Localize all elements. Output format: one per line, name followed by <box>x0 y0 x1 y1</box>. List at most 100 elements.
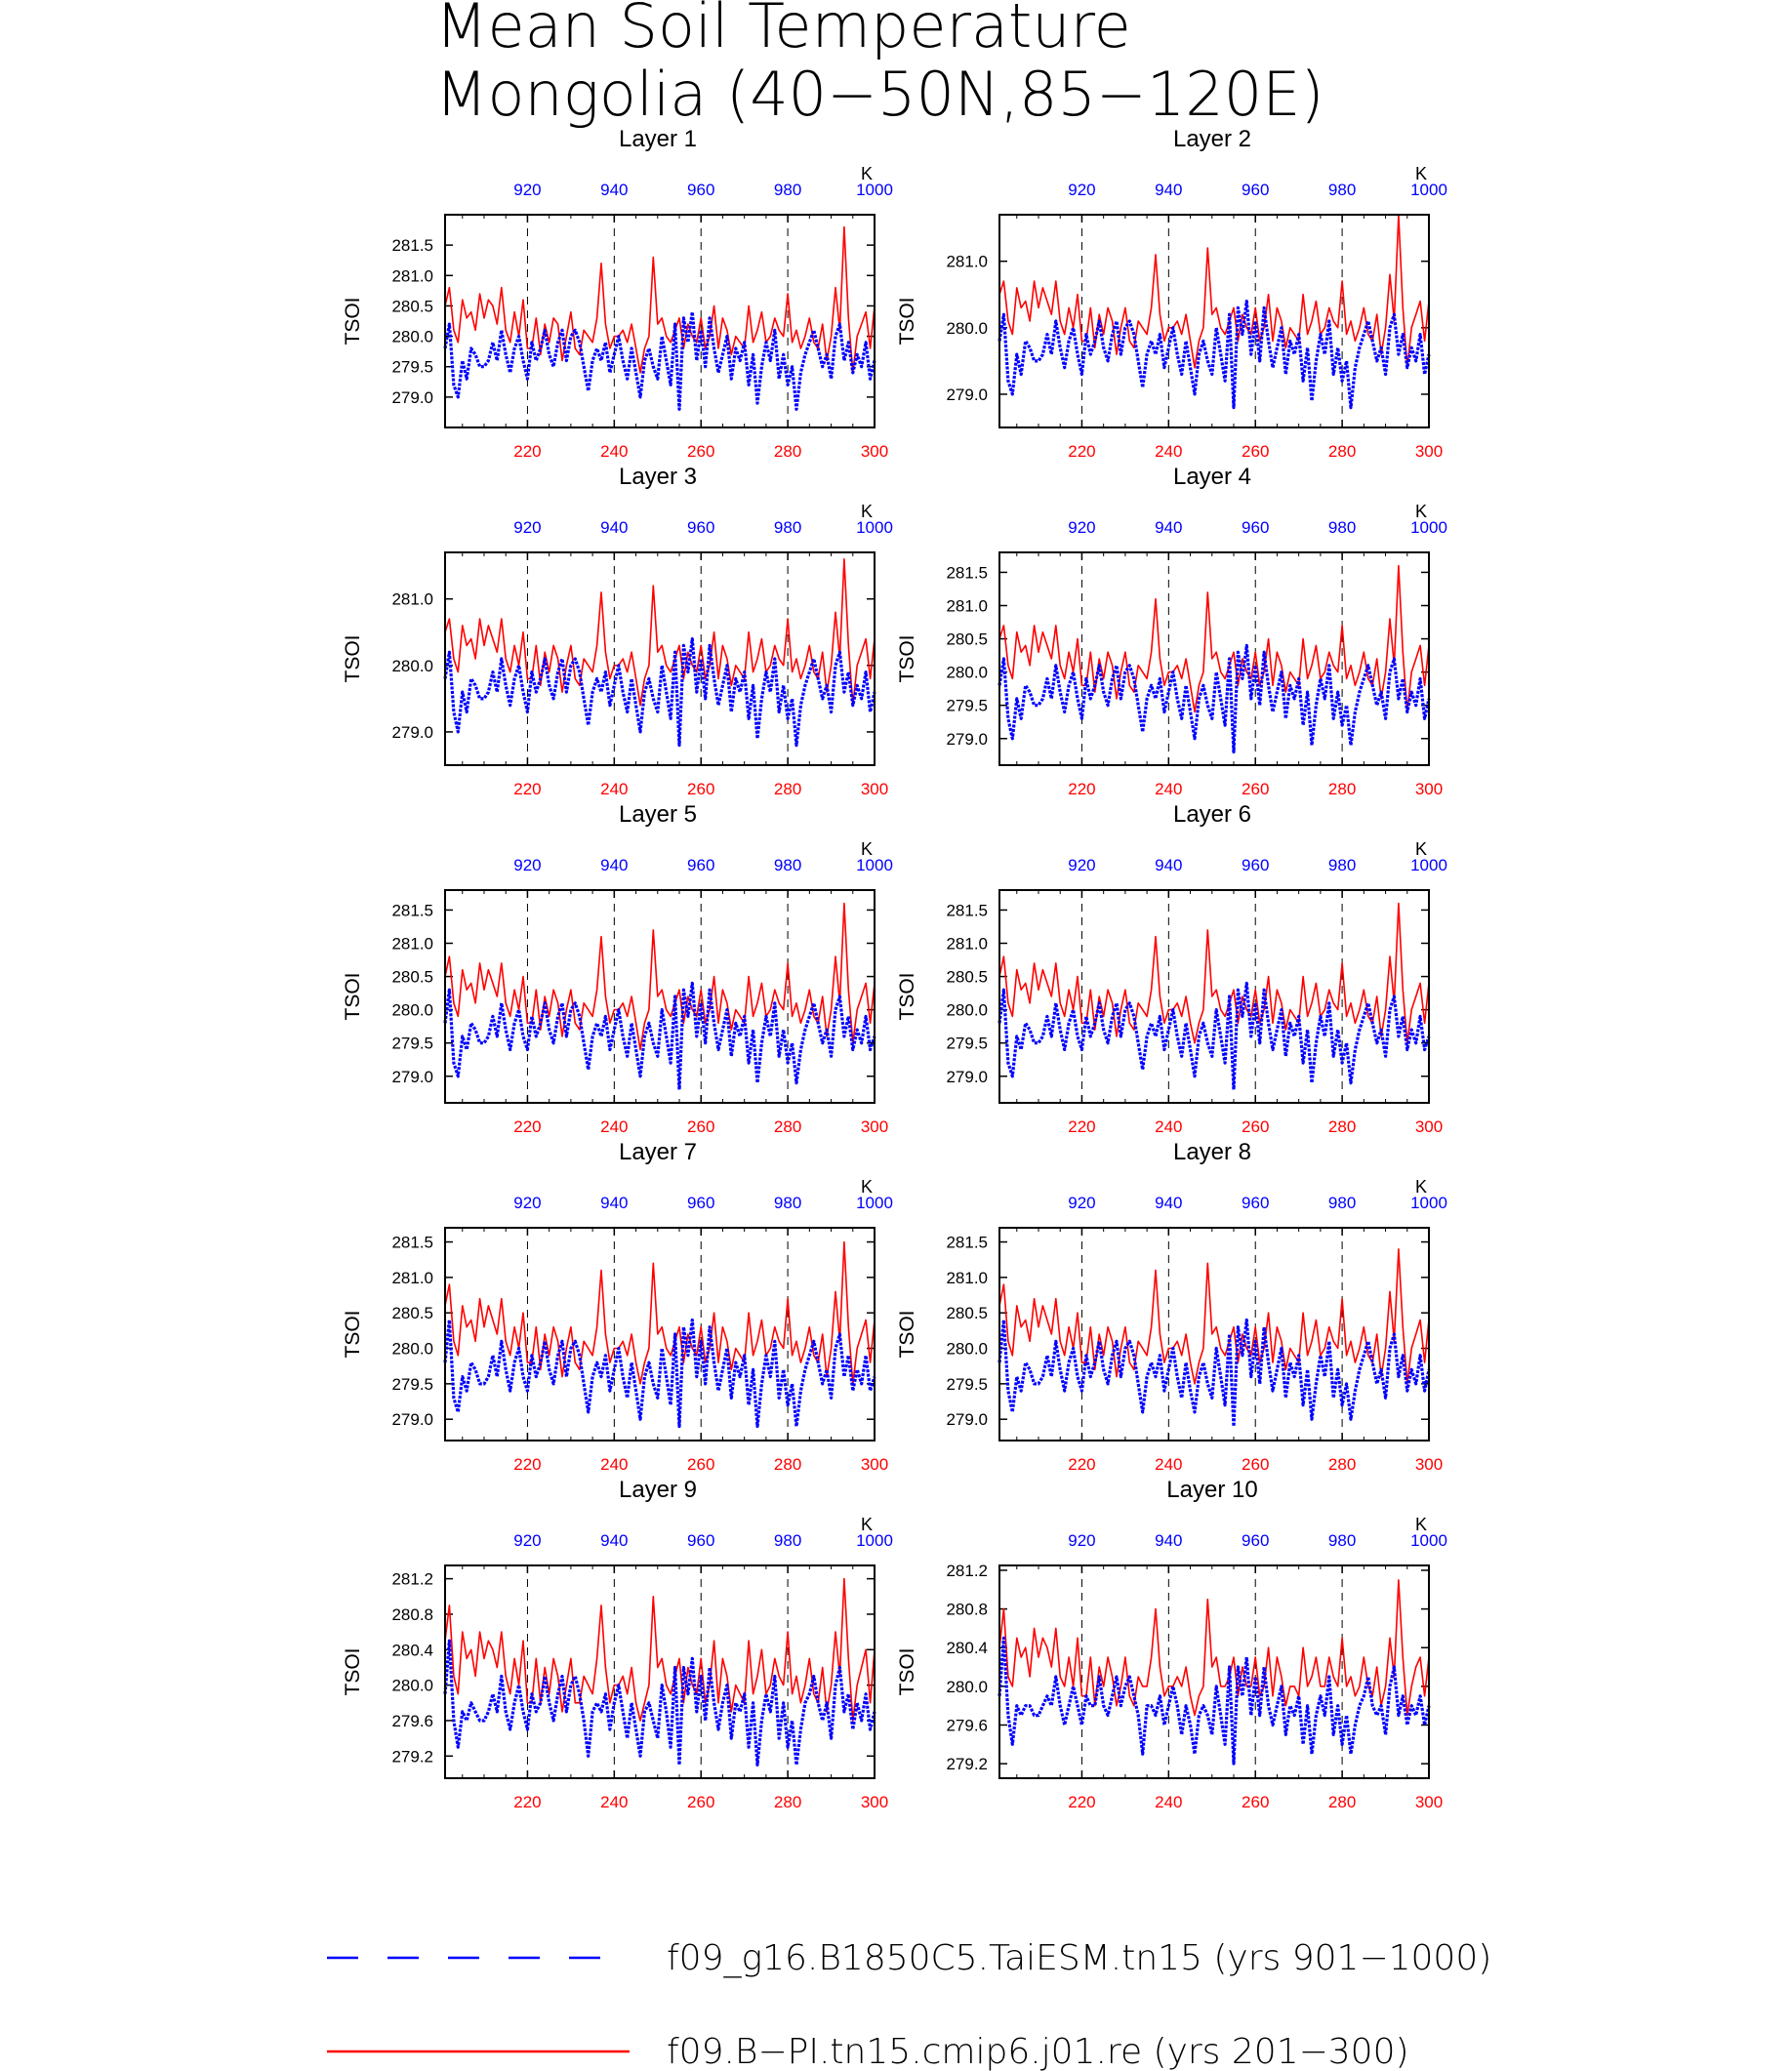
y-tick-label: 279.0 <box>946 1410 988 1429</box>
plot-frame <box>444 1564 876 1779</box>
top-tick-label: 1000 <box>856 1531 893 1550</box>
bottom-tick-label: 260 <box>687 1455 714 1474</box>
y-tick-label: 279.5 <box>946 1375 988 1394</box>
y-tick-label: 279.5 <box>391 358 433 377</box>
y-axis-label: TSOI <box>896 1647 918 1695</box>
y-tick-label: 279.2 <box>946 1755 988 1773</box>
top-tick-label: 960 <box>687 1531 714 1550</box>
series-line-red <box>998 214 1430 369</box>
bottom-tick-label: 300 <box>1415 1455 1443 1474</box>
panel-layer-10: Layer 10 220 240 260 280 300 920 940 960 980 1000K… <box>896 1477 1447 1811</box>
bottom-tick-label: 220 <box>1068 442 1095 461</box>
bottom-tick-label: 300 <box>861 1455 888 1474</box>
series-line-red <box>998 1579 1430 1717</box>
top-tick-label: 920 <box>1068 518 1095 537</box>
y-tick-label: 279.0 <box>391 388 433 407</box>
y-tick-label: 281.0 <box>391 266 433 285</box>
top-tick-label: 960 <box>687 856 714 874</box>
panel-title: Layer 4 <box>1173 464 1251 490</box>
top-tick-label: 940 <box>600 1194 628 1212</box>
plot-frame <box>998 1564 1430 1779</box>
panel-title: Layer 3 <box>619 464 697 490</box>
top-axis-unit: K <box>861 1515 873 1534</box>
y-tick-label: 280.0 <box>391 1677 433 1695</box>
top-tick-label: 980 <box>1328 181 1356 199</box>
y-tick-label: 280.0 <box>946 319 988 338</box>
plot-frame <box>444 214 876 428</box>
y-tick-label: 281.5 <box>946 1234 988 1252</box>
bottom-tick-label: 260 <box>687 442 714 461</box>
top-tick-label: 960 <box>687 181 714 199</box>
top-tick-label: 1000 <box>856 1194 893 1212</box>
panel-title: Layer 5 <box>619 801 697 828</box>
bottom-tick-label: 220 <box>1068 1793 1095 1811</box>
panel-title: Layer 7 <box>619 1139 697 1165</box>
top-tick-label: 940 <box>1155 1531 1182 1550</box>
top-axis-unit: K <box>861 1177 873 1197</box>
bottom-tick-label: 220 <box>513 1793 541 1811</box>
bottom-tick-label: 220 <box>1068 780 1095 798</box>
top-tick-label: 920 <box>513 181 541 199</box>
bottom-tick-label: 300 <box>861 780 888 798</box>
figure-title-line-1: Mean Soil Temperature <box>435 0 1131 61</box>
y-tick-label: 281.0 <box>946 1269 988 1287</box>
top-tick-label: 920 <box>513 518 541 537</box>
top-tick-label: 1000 <box>1410 1531 1447 1550</box>
series-line-blue <box>443 310 876 411</box>
top-tick-label: 940 <box>600 181 628 199</box>
y-tick-label: 279.0 <box>391 1410 433 1429</box>
top-tick-label: 980 <box>1328 856 1356 874</box>
series-line-red <box>444 1577 876 1722</box>
top-tick-label: 980 <box>1328 1194 1356 1212</box>
top-tick-label: 940 <box>600 1531 628 1550</box>
top-tick-label: 960 <box>687 518 714 537</box>
bottom-tick-label: 280 <box>1328 1793 1356 1811</box>
top-tick-label: 980 <box>1328 1531 1356 1550</box>
y-tick-label: 279.0 <box>946 386 988 404</box>
y-tick-label: 280.0 <box>946 664 988 682</box>
y-tick-label: 280.8 <box>946 1601 988 1619</box>
y-tick-label: 280.5 <box>391 297 433 315</box>
plot-frame <box>444 1227 876 1442</box>
top-tick-label: 940 <box>1155 181 1182 199</box>
top-axis-unit: K <box>1415 839 1427 859</box>
bottom-tick-label: 240 <box>1155 442 1182 461</box>
series-line-blue <box>998 300 1431 410</box>
y-tick-label: 279.0 <box>391 1068 433 1086</box>
bottom-tick-label: 280 <box>774 1793 801 1811</box>
plot-frame <box>444 889 876 1104</box>
y-tick-label: 281.0 <box>946 597 988 616</box>
bottom-tick-label: 280 <box>774 1455 801 1474</box>
bottom-tick-label: 240 <box>600 1455 628 1474</box>
y-tick-label: 281.0 <box>391 935 433 954</box>
bottom-tick-label: 240 <box>1155 780 1182 798</box>
y-tick-label: 279.5 <box>946 1035 988 1053</box>
top-tick-label: 940 <box>1155 856 1182 874</box>
panel-title: Layer 8 <box>1173 1139 1251 1165</box>
top-tick-label: 940 <box>600 518 628 537</box>
bottom-tick-label: 300 <box>1415 780 1443 798</box>
top-axis-unit: K <box>1415 502 1427 521</box>
bottom-tick-label: 260 <box>1242 1793 1269 1811</box>
y-tick-label: 281.0 <box>946 253 988 271</box>
top-tick-label: 1000 <box>1410 518 1447 537</box>
series-line-blue <box>443 981 876 1092</box>
top-tick-label: 1000 <box>1410 1194 1447 1212</box>
top-tick-label: 1000 <box>1410 856 1447 874</box>
bottom-tick-label: 300 <box>861 1117 888 1136</box>
top-tick-label: 960 <box>1242 1531 1269 1550</box>
top-tick-label: 920 <box>1068 1194 1095 1212</box>
y-tick-label: 279.6 <box>946 1717 988 1735</box>
legend-label-red: f09.B−PI.tn15.cmip6.j01.re (yrs 201−300) <box>667 2032 1409 2071</box>
bottom-tick-label: 280 <box>774 442 801 461</box>
y-tick-label: 281.5 <box>391 1234 433 1252</box>
top-tick-label: 920 <box>513 856 541 874</box>
top-tick-label: 980 <box>774 518 801 537</box>
